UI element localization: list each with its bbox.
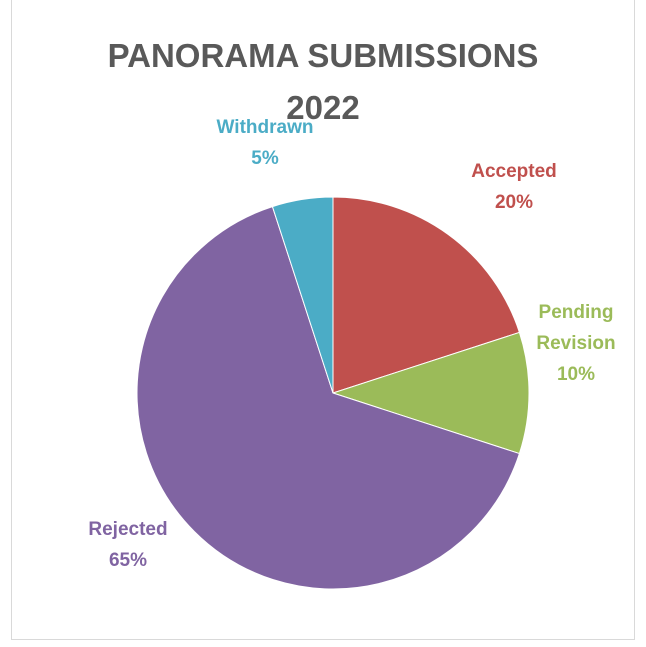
pie-slice-rejected [136, 205, 521, 590]
data-label-withdrawn: Withdrawn 5% [217, 112, 314, 174]
data-label-name: Withdrawn [216, 117, 314, 138]
pie-slice-withdrawn [271, 196, 334, 394]
data-label-value: 20% [494, 192, 534, 213]
data-label-value: 5% [251, 148, 279, 169]
pie-slice-accepted [332, 196, 521, 394]
data-label-name: Pending [538, 301, 614, 323]
data-label-accepted: Accepted 20% [471, 156, 557, 218]
data-label-name: Accepted [471, 161, 557, 182]
data-label-name: Rejected [88, 519, 168, 540]
chart-title-line-2: 2022 [286, 89, 360, 126]
data-label-value: 65% [108, 550, 148, 571]
pie-slice-pending-revision [331, 331, 530, 455]
data-label-pending-revision: Pending Revision 10% [536, 297, 615, 390]
data-label-rejected: Rejected 65% [88, 514, 167, 576]
data-label-name: Revision [536, 332, 616, 354]
chart-title: PANORAMA SUBMISSIONS 2022 [0, 30, 646, 134]
chart-title-line-1: PANORAMA SUBMISSIONS [107, 37, 539, 74]
data-label-value: 10% [556, 363, 596, 385]
